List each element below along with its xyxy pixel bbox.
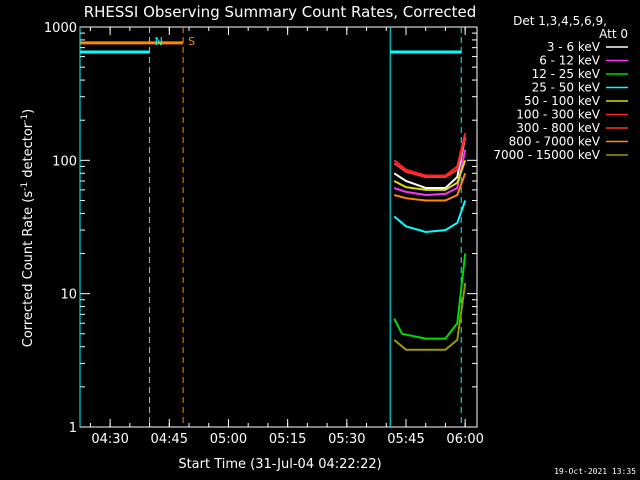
- footer-timestamp: 19-Oct-2021 13:35: [554, 467, 636, 476]
- series-line: [393, 282, 467, 351]
- plot-frame: [79, 26, 478, 428]
- y-axis-label: Corrected Count Rate (s-1 detector-1): [20, 109, 36, 347]
- x-tick-label: 06:00: [446, 432, 483, 447]
- series-line: [393, 253, 467, 340]
- y-axis-label-sup-2: -1: [20, 114, 30, 123]
- plot-area: 1 10 100 1000 04:30 04:45 05:00 05:15 05:30 05:45…: [44, 21, 484, 447]
- x-tick-label: 05:45: [387, 432, 424, 447]
- y-axis-label-mid: detector: [21, 122, 36, 182]
- legend-label: 6 - 12 keV: [539, 54, 601, 68]
- series-line: [393, 200, 467, 234]
- legend-label: 7000 - 15000 keV: [493, 148, 600, 162]
- series-line: [393, 172, 467, 202]
- y-tick-label: 1: [69, 421, 77, 436]
- series-line: [393, 159, 467, 191]
- y-tick-label: 100: [52, 154, 77, 169]
- legend-label: 12 - 25 keV: [532, 67, 601, 81]
- legend-label: 800 - 7000 keV: [509, 135, 601, 149]
- chart-title: RHESSI Observing Summary Count Rates, Co…: [84, 3, 477, 21]
- event-marker-label: N: [155, 35, 163, 48]
- legend-label: 50 - 100 keV: [524, 94, 601, 108]
- legend-label: 3 - 6 keV: [547, 40, 601, 54]
- series-line: [393, 136, 467, 178]
- legend-label: 100 - 300 keV: [516, 108, 600, 122]
- x-tick-label: 04:30: [91, 432, 128, 447]
- legend-header-line-2: Att 0: [599, 27, 628, 41]
- event-marker-label: S: [188, 35, 195, 48]
- series-line: [393, 136, 467, 189]
- x-tick-label: 05:15: [269, 432, 306, 447]
- y-axis-label-end: ): [21, 109, 36, 114]
- legend-label: 25 - 50 keV: [532, 81, 601, 95]
- x-axis-label: Start Time (31-Jul-04 04:22:22): [178, 457, 381, 472]
- y-axis-label-sup-1: -1: [20, 182, 30, 191]
- series-line: [393, 132, 467, 177]
- legend-label: 300 - 800 keV: [516, 121, 600, 135]
- legend-header-line-1: Det 1,3,4,5,6,9,: [513, 14, 607, 28]
- y-tick-label: 10: [60, 288, 77, 303]
- x-tick-label: 04:45: [151, 432, 188, 447]
- x-tick-label: 05:00: [210, 432, 247, 447]
- x-tick-label: 05:30: [328, 432, 365, 447]
- y-axis-label-main: Corrected Count Rate (s: [21, 191, 36, 348]
- y-tick-label: 1000: [44, 21, 77, 36]
